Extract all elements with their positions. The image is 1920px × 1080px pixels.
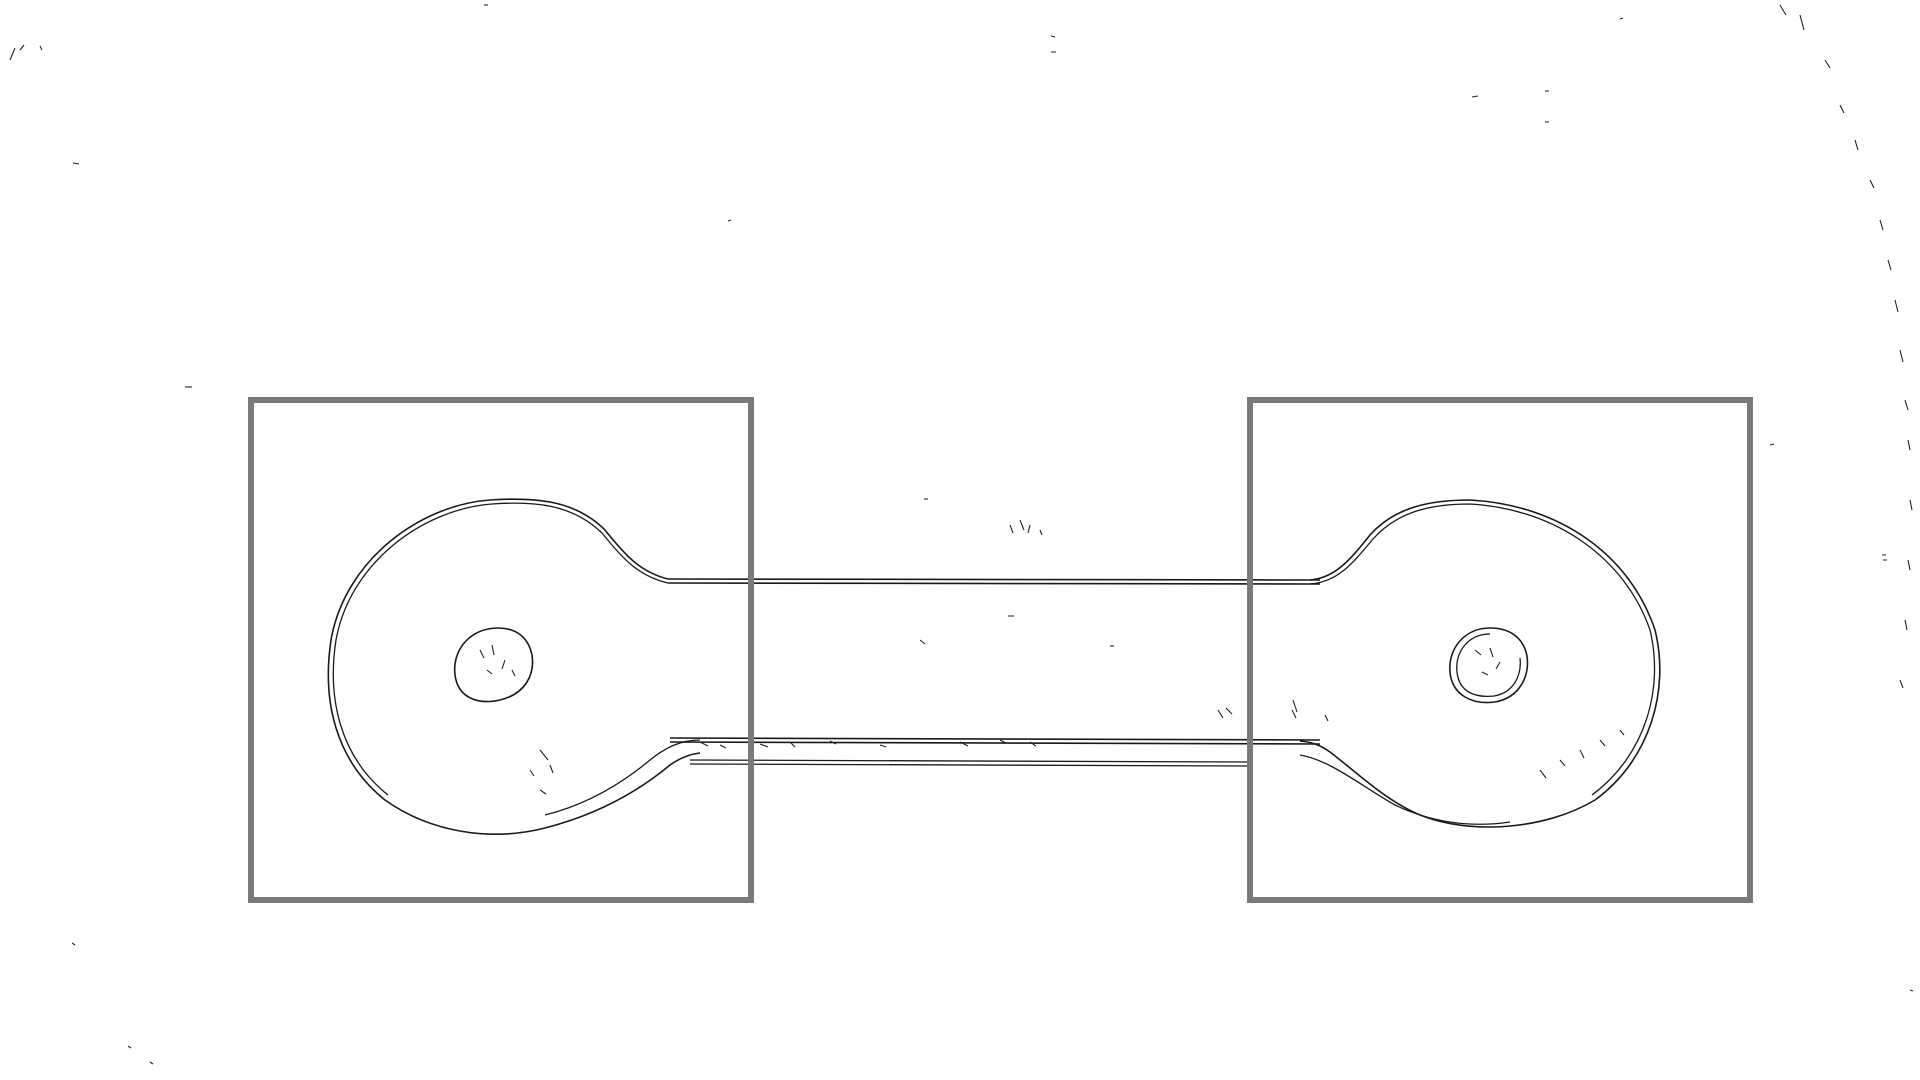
right-bulb-outline — [1299, 499, 1661, 828]
noise-specks — [9, 4, 1914, 1065]
roi-box-left — [248, 397, 754, 903]
connecting-bar — [667, 578, 1321, 767]
roi-box-right — [1247, 397, 1753, 903]
left-bulb-outline — [327, 498, 701, 835]
left-inner-circle — [453, 627, 534, 703]
right-inner-circle — [1449, 627, 1529, 704]
